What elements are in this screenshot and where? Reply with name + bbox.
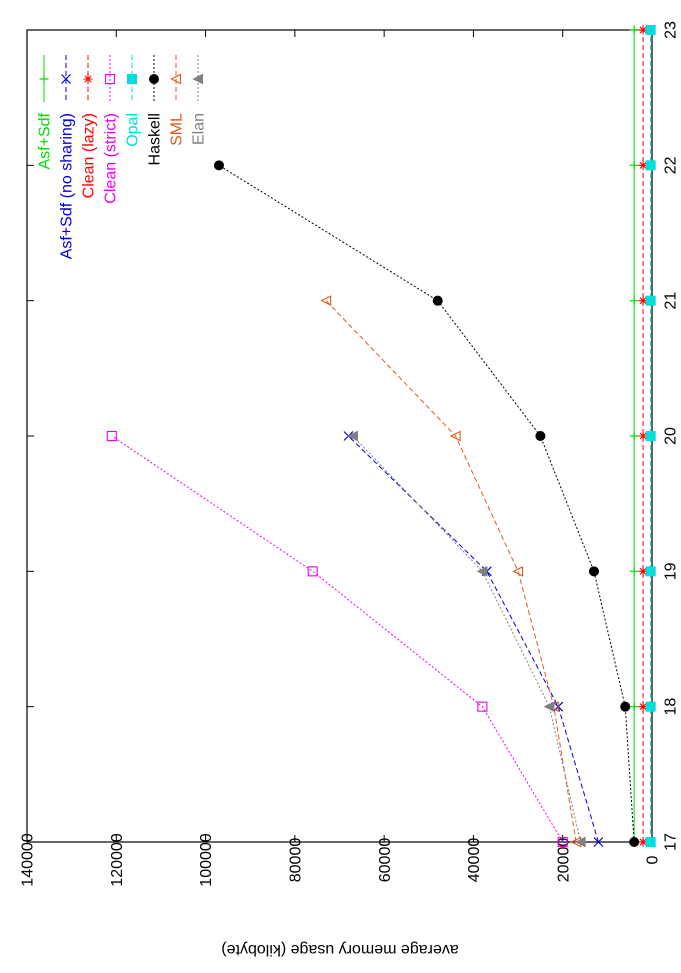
data-point [213,160,224,171]
y-tick-label: 120000 [109,833,126,886]
data-point [543,701,555,713]
data-point [645,160,656,171]
y-tick-label: 140000 [20,833,37,886]
data-point [638,431,648,441]
y-tick-label: 0 [645,855,662,864]
legend-swatch-marker [149,74,159,84]
series-asf-sdf-no-sharing [343,431,604,847]
legend-label: SML [169,113,186,146]
legend-swatch-marker [192,73,204,85]
data-point [307,566,318,577]
legend-label: Clean (lazy) [81,113,98,198]
y-tick-label: 20000 [555,838,572,883]
legend-entry-sml: SML [169,55,186,146]
data-point [629,431,639,441]
legend-label: Asf+Sdf (no sharing) [59,113,76,259]
data-point [638,296,648,306]
legend-entry-clean-lazy: Clean (lazy) [81,55,98,198]
data-point [629,25,639,35]
series-line [348,435,599,843]
data-point [645,837,656,847]
x-tick-label: 21 [663,292,680,310]
x-tick-label: 17 [663,833,680,851]
x-tick-label: 20 [663,427,680,445]
data-point [629,160,639,170]
series-line [325,300,577,843]
data-point [629,837,640,847]
plot-area [26,29,653,843]
data-point [645,25,656,35]
data-point [449,430,461,442]
legend-entry-haskell: Haskell [147,55,164,165]
data-point [629,566,639,576]
legend-entry-opal: Opal [125,55,142,147]
axes: 17 18 19 20 21 22 23 0 20000 40000 60000 80000 10000… [20,21,680,887]
legend: Asf+Sdf Asf+Sdf (no sharing) Clean (lazy) C… [37,55,208,259]
data-point [638,566,648,576]
series-clean-lazy [638,25,648,847]
y-tick-label: 40000 [466,838,483,883]
data-point [574,836,586,848]
data-point [638,702,648,712]
data-point [638,25,648,35]
x-tick-label: 18 [663,698,680,716]
data-point [347,430,358,442]
y-tick-label: 60000 [377,838,394,883]
series-line [111,435,564,843]
data-point [535,431,546,441]
plot-frame [26,29,653,843]
data-point [645,701,656,712]
legend-swatch-marker [127,74,137,84]
series-layer [106,25,656,848]
legend-label: Elan [191,113,208,145]
data-point [106,430,117,442]
series-haskell [213,160,640,847]
data-point [645,566,656,577]
data-point [476,565,488,577]
legend-swatch-marker [104,73,116,85]
data-point [588,566,599,577]
legend-swatch-marker [39,74,49,84]
data-point [645,431,656,441]
data-point [477,701,488,712]
legend-swatch-marker [61,74,71,84]
series-elan [347,430,586,848]
legend-swatch-marker [83,74,93,84]
data-point [629,296,639,306]
data-point [620,701,631,712]
y-tick-label: 100000 [198,833,215,886]
legend-entry-asf-sdf: Asf+Sdf [37,55,54,169]
legend-entry-asf-sdf-no-sharing: Asf+Sdf (no sharing) [59,55,76,259]
data-point [557,836,568,848]
series-clean-strict [106,430,568,848]
data-point [512,565,524,577]
legend-entry-clean-strict: Clean (strict) [103,55,120,204]
y-axis-label: average memory usage (kilobyte) [221,941,458,958]
series-line [352,435,582,843]
y-tick-label: 80000 [287,838,304,883]
data-point [593,837,604,847]
series-line [218,164,635,843]
x-tick-label: 22 [663,156,680,174]
legend-swatch-marker [170,73,182,85]
data-point [320,295,332,307]
legend-label: Haskell [147,113,164,165]
series-opal [645,25,656,847]
x-tick-label: 19 [663,562,680,580]
series-sml [320,295,582,848]
x-tick-label: 23 [663,21,680,39]
legend-entry-elan: Elan [191,55,208,145]
data-point [629,702,639,712]
data-point [432,295,443,306]
legend-label: Opal [125,113,142,147]
legend-label: Clean (strict) [103,113,120,204]
series-asf-sdf [629,25,639,847]
legend-label: Asf+Sdf [37,112,54,169]
data-point [638,160,648,170]
data-point [645,295,656,306]
data-point [638,837,648,847]
